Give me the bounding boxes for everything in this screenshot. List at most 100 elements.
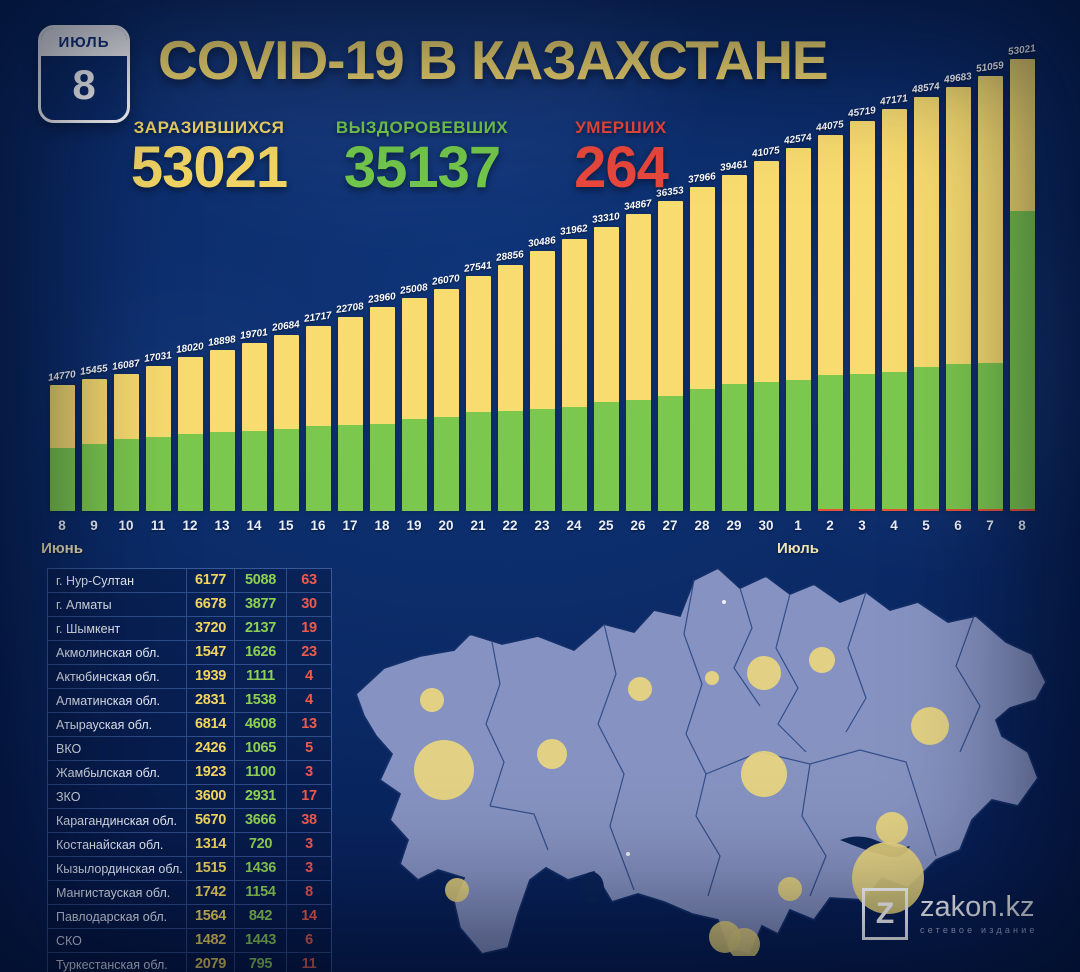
- x-axis-day: 21: [470, 518, 486, 533]
- region-name: Кызылординская обл.: [56, 861, 183, 876]
- region-row: Карагандинская обл. 5670 3666 38: [48, 808, 331, 832]
- region-confirmed: 2426: [186, 737, 234, 760]
- bar-recovered-segment: [945, 364, 971, 509]
- region-name: Жамбылская обл.: [56, 765, 161, 780]
- region-recovered: 1436: [234, 857, 286, 880]
- chart-column: 23960: [366, 41, 398, 511]
- region-deaths: 19: [286, 617, 331, 640]
- region-name: Туркестанская обл.: [56, 957, 168, 972]
- bar-recovered-segment: [273, 429, 299, 511]
- bar-value-label: 25008: [399, 282, 429, 297]
- bar-total: [657, 201, 683, 511]
- bar-total: [337, 317, 363, 511]
- region-row: г. Шымкент 3720 2137 19: [48, 616, 331, 640]
- bar-recovered-segment: [529, 409, 555, 511]
- region-row: Алматинская обл. 2831 1538 4: [48, 688, 331, 712]
- calendar-widget: ИЮЛЬ 8: [38, 25, 130, 123]
- bar-total: [81, 379, 107, 511]
- x-axis-day: 5: [922, 518, 930, 533]
- x-axis-day: 17: [342, 518, 358, 533]
- x-axis-day: 12: [182, 518, 198, 533]
- bar-value-label: 31962: [559, 223, 589, 238]
- bar-recovered-segment: [753, 382, 779, 511]
- stat-confirmed: ЗАРАЗИВШИХСЯ 53021: [118, 118, 300, 197]
- bar-total: [785, 148, 811, 511]
- region-recovered: 3877: [234, 593, 286, 616]
- region-name: г. Алматы: [56, 597, 112, 612]
- region-confirmed: 2831: [186, 689, 234, 712]
- region-confirmed: 6678: [186, 593, 234, 616]
- bar-value-label: 27541: [463, 260, 493, 275]
- x-axis-day: 24: [566, 518, 582, 533]
- region-deaths: 8: [286, 881, 331, 904]
- bar-recovered-segment: [81, 444, 107, 511]
- map-bubble-b7: [747, 656, 781, 690]
- bar-deaths-segment: [977, 509, 1003, 511]
- bar-recovered-segment: [561, 407, 587, 511]
- chart-column: 20684: [270, 41, 302, 511]
- region-name: Мангистауская обл.: [56, 885, 171, 900]
- region-deaths: 3: [286, 761, 331, 784]
- region-deaths: 38: [286, 809, 331, 832]
- bar-total: [913, 97, 939, 511]
- chart-column: 45719: [846, 41, 878, 511]
- x-axis-day: 25: [598, 518, 614, 533]
- region-deaths: 13: [286, 713, 331, 736]
- bar-recovered-segment: [177, 434, 203, 511]
- bar-recovered-segment: [817, 375, 843, 509]
- bar-value-label: 51059: [975, 60, 1005, 75]
- chart-column: 53021: [1006, 41, 1038, 511]
- region-confirmed: 1515: [186, 857, 234, 880]
- region-recovered: 1626: [234, 641, 286, 664]
- bar-total: [465, 276, 491, 511]
- x-axis-day: 20: [438, 518, 454, 533]
- region-confirmed: 3600: [186, 785, 234, 808]
- chart-column: 47171: [878, 41, 910, 511]
- chart-column: 15455: [78, 41, 110, 511]
- bar-total: [209, 350, 235, 511]
- stat-deaths-label: УМЕРШИХ: [575, 118, 667, 137]
- chart-column: 37966: [686, 41, 718, 511]
- region-confirmed: 1482: [186, 929, 234, 952]
- bar-total: [433, 289, 459, 511]
- chart-x-axis: 8 9 10 11 12 13 14 15 16 17 18 19 20 21 22 23 24 25 26 27 28…: [46, 518, 1038, 533]
- chart-column: 49683: [942, 41, 974, 511]
- x-axis-day: 18: [374, 518, 390, 533]
- x-axis-day: 22: [502, 518, 518, 533]
- map-city-dot: [722, 600, 726, 604]
- region-row: Актюбинская обл. 1939 1111 4: [48, 664, 331, 688]
- x-axis-day: 9: [90, 518, 98, 533]
- x-axis-month-label: Июнь: [41, 540, 83, 557]
- stat-confirmed-value: 53021: [130, 135, 288, 200]
- bar-total: [241, 343, 267, 511]
- bar-recovered-segment: [881, 372, 907, 509]
- region-deaths: 5: [286, 737, 331, 760]
- x-axis-day: 29: [726, 518, 742, 533]
- x-axis-day: 16: [310, 518, 326, 533]
- region-confirmed: 1547: [186, 641, 234, 664]
- region-confirmed: 5670: [186, 809, 234, 832]
- region-row: Туркестанская обл. 2079 795 11: [48, 952, 331, 972]
- chart-column: 27541: [462, 41, 494, 511]
- chart-column: 36353: [654, 41, 686, 511]
- x-axis-day: 1: [794, 518, 802, 533]
- bar-recovered-segment: [49, 448, 75, 511]
- zakon-logo-icon: Z: [862, 888, 908, 940]
- bar-value-label: 45719: [847, 105, 877, 120]
- region-row: Атырауская обл. 6814 4608 13: [48, 712, 331, 736]
- region-name: ВКО: [56, 741, 82, 756]
- region-name: Карагандинская обл.: [56, 813, 177, 828]
- x-axis-day: 19: [406, 518, 422, 533]
- x-axis-day: 28: [694, 518, 710, 533]
- bar-recovered-segment: [785, 380, 811, 511]
- bar-value-label: 20684: [271, 319, 301, 334]
- bar-recovered-segment: [305, 426, 331, 511]
- bar-recovered-segment: [593, 402, 619, 511]
- chart-column: 30486: [526, 41, 558, 511]
- region-name: Костанайская обл.: [56, 837, 164, 852]
- region-name: Актюбинская обл.: [56, 669, 160, 684]
- chart-column: 48574: [910, 41, 942, 511]
- region-row: Жамбылская обл. 1923 1100 3: [48, 760, 331, 784]
- bar-recovered-segment: [657, 396, 683, 511]
- region-name: СКО: [56, 933, 82, 948]
